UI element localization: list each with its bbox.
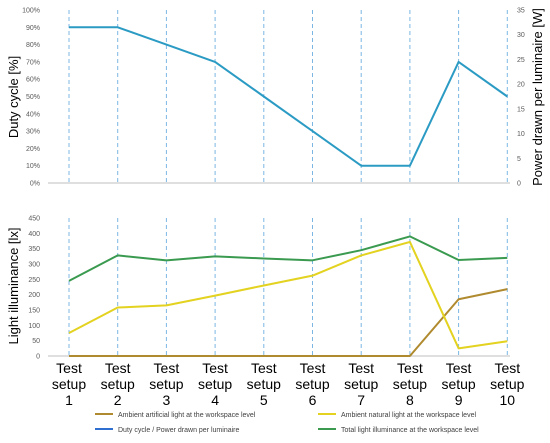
y2-tick-label: 5 xyxy=(517,156,521,163)
y-tick-label: 40% xyxy=(26,111,40,118)
y-tick-label: 350 xyxy=(28,246,40,253)
legend: Ambient artificial light at the workspac… xyxy=(95,412,479,434)
y-tick-label: 20% xyxy=(26,146,40,153)
legend-label: Total light illuminance at the workspace… xyxy=(341,427,479,434)
y-tick-label: 100 xyxy=(28,323,40,330)
y-tick-label: 50 xyxy=(32,338,40,345)
duty-cycle-chart: 0% 10% 20% 30% 40% 50% 60% 70% 80% 90% 100% 0 5 10 15 2… xyxy=(22,8,525,188)
y2-tick-label: 10 xyxy=(517,131,525,138)
y-tick-label: 70% xyxy=(26,59,40,66)
y2-tick-label: 0 xyxy=(517,181,521,188)
x-tick-label: Test setup 4 xyxy=(198,360,232,408)
x-tick-label: Test setup 8 xyxy=(393,360,427,408)
series-line-2 xyxy=(68,235,508,282)
y-tick-label: 80% xyxy=(26,42,40,49)
y-tick-label: 0% xyxy=(30,181,40,188)
x-tick-label: Test setup 3 xyxy=(149,360,183,408)
x-tick-label: Test setup 7 xyxy=(344,360,378,408)
y-tick-label: 300 xyxy=(28,262,40,269)
y-tick-label: 90% xyxy=(26,25,40,32)
series-line-1 xyxy=(68,240,508,350)
y-tick-label: 50% xyxy=(26,94,40,101)
y-tick-label: 450 xyxy=(28,216,40,223)
series-line-duty-cycle xyxy=(69,26,508,167)
x-tick-label: Test setup 1 xyxy=(52,360,86,408)
y2-tick-label: 35 xyxy=(517,8,525,15)
y2-tick-label: 30 xyxy=(517,32,525,39)
y2-tick-label: 25 xyxy=(517,57,525,64)
y-tick-label: 100% xyxy=(22,8,40,15)
y-tick-label: 250 xyxy=(28,277,40,284)
y-tick-label: 200 xyxy=(28,292,40,299)
x-tick-label: Test setup 5 xyxy=(247,360,281,408)
legend-label: Duty cycle / Power drawn per luminaire xyxy=(118,427,239,434)
x-tick-label: Test setup 9 xyxy=(441,360,475,408)
y-tick-label: 400 xyxy=(28,231,40,238)
y-tick-label: 150 xyxy=(28,308,40,315)
series-line-0 xyxy=(69,288,508,357)
y-axis-title-duty-cycle: Duty cycle [%] xyxy=(6,56,21,138)
y-tick-label: 60% xyxy=(26,77,40,84)
legend-label: Ambient artificial light at the workspac… xyxy=(118,412,256,419)
y-axis-title-power: Power drawn per luminaire [W] xyxy=(530,8,545,186)
y-tick-label: 0 xyxy=(36,354,40,361)
y2-tick-label: 20 xyxy=(517,82,525,89)
y-tick-label: 30% xyxy=(26,129,40,136)
y-axis-title-illuminance: Light illuminance [lx] xyxy=(6,227,21,344)
x-tick-label: Test setup 10 xyxy=(490,360,524,408)
x-tick-label: Test setup 6 xyxy=(295,360,329,408)
y-tick-label: 10% xyxy=(26,163,40,170)
legend-label: Ambient natural light at the workspace l… xyxy=(341,412,476,419)
y2-tick-label: 15 xyxy=(517,106,525,113)
illuminance-chart: 0 50 100 150 200 250 300 350 400 450 Test setup 1 Tes… xyxy=(28,216,524,409)
x-tick-label: Test setup 2 xyxy=(101,360,135,408)
